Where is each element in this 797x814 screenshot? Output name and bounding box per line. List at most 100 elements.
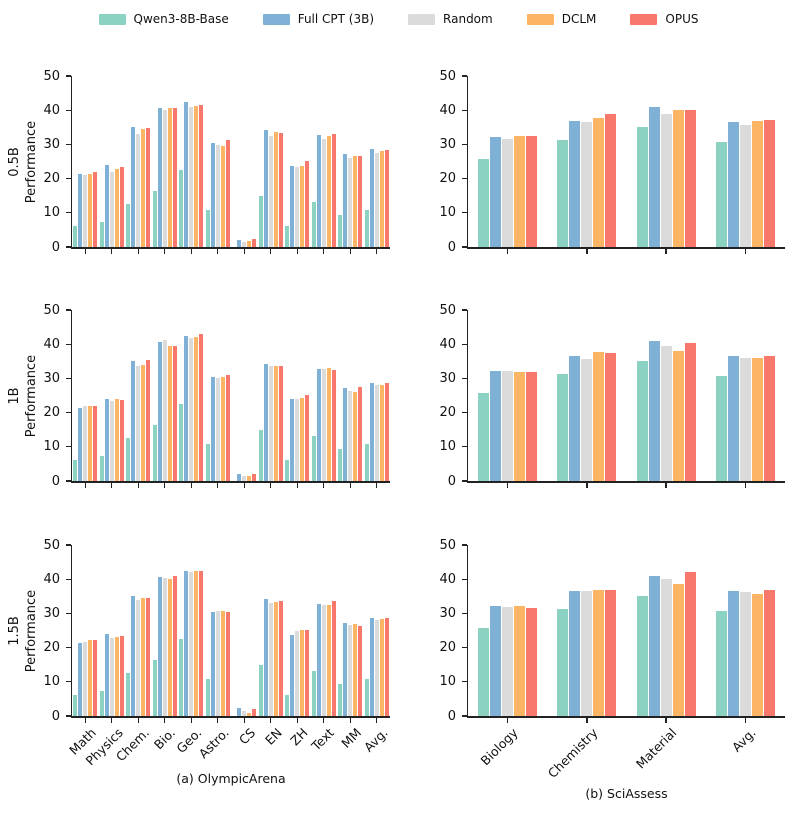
- x-tick-mark: [111, 482, 113, 488]
- bar-group-geo: [178, 76, 205, 247]
- bar: [478, 392, 490, 481]
- plot-area: [468, 545, 785, 716]
- x-axis-spine: [70, 716, 390, 718]
- bar: [215, 611, 220, 716]
- x-tick-mark: [665, 248, 667, 254]
- bar: [593, 351, 605, 481]
- bar: [131, 596, 136, 716]
- bar: [268, 602, 273, 716]
- bar: [321, 368, 326, 481]
- bar: [273, 366, 278, 481]
- y-tick-label: 40: [439, 102, 456, 118]
- x-tick-mark: [665, 482, 667, 488]
- plot-area: [468, 76, 785, 247]
- y-tick-mark: [65, 578, 71, 580]
- y-tick-mark: [461, 109, 467, 111]
- bar: [167, 346, 172, 481]
- bar-group-material: [627, 310, 706, 481]
- bar: [763, 589, 775, 716]
- x-tick-mark: [506, 482, 509, 488]
- y-tick-mark: [461, 75, 467, 77]
- bar: [184, 101, 189, 247]
- bar: [379, 619, 384, 716]
- x-tick-mark: [137, 248, 139, 254]
- bar: [157, 576, 162, 716]
- y-tick-mark: [65, 177, 71, 180]
- bar-group-physics: [99, 545, 126, 716]
- bar: [268, 135, 273, 247]
- x-tick-mark: [190, 717, 192, 723]
- legend-label: Random: [443, 12, 493, 26]
- bar: [290, 634, 295, 716]
- y-tick-mark: [65, 715, 71, 717]
- x-tick-mark: [84, 482, 86, 488]
- bar: [672, 351, 684, 481]
- bar: [278, 601, 283, 716]
- x-tick-mark: [111, 717, 113, 723]
- y-tick-label: 30: [439, 605, 456, 621]
- bar: [290, 399, 295, 481]
- bar: [338, 683, 343, 716]
- y-tick-mark: [461, 246, 467, 248]
- bar: [526, 136, 538, 247]
- bar: [331, 601, 336, 716]
- bar: [290, 165, 295, 247]
- bar: [179, 639, 184, 716]
- bar: [751, 357, 763, 481]
- y-tick-mark: [461, 143, 467, 146]
- legend-item-opus: OPUS: [630, 12, 698, 26]
- bar-group-avg: [706, 76, 785, 247]
- y-tick-mark: [65, 343, 71, 345]
- bar: [660, 578, 672, 716]
- bar-group-bio: [152, 310, 179, 481]
- bar: [684, 571, 696, 716]
- y-tick-label: 40: [439, 336, 456, 352]
- bar: [194, 337, 199, 481]
- bar: [581, 591, 593, 716]
- bar-group-biology: [468, 310, 547, 481]
- bar: [300, 398, 305, 481]
- bar: [146, 128, 151, 247]
- bar: [353, 391, 358, 481]
- bar: [364, 210, 369, 247]
- bar: [358, 386, 363, 481]
- bar: [258, 665, 263, 716]
- y-axis-spine: [70, 310, 72, 483]
- bar-group-astro: [205, 310, 232, 481]
- bar: [569, 121, 581, 247]
- bar: [300, 165, 305, 247]
- plot-area: [72, 545, 390, 716]
- bar: [205, 210, 210, 247]
- bar-group-biology: [468, 76, 547, 247]
- row-size-label: 0.5B: [7, 146, 23, 177]
- bar: [379, 150, 384, 247]
- bar: [152, 660, 157, 716]
- x-tick-mark: [376, 717, 378, 723]
- plot-area: [468, 310, 785, 481]
- bar: [215, 144, 220, 247]
- bar: [605, 353, 617, 481]
- bar: [162, 109, 167, 247]
- y-tick-label: 40: [43, 571, 60, 587]
- y-tick-label: 50: [439, 68, 456, 84]
- bar: [205, 444, 210, 481]
- y-tick-label: 30: [43, 605, 60, 621]
- bar: [220, 377, 225, 481]
- x-tick-label: Bio.: [151, 725, 179, 753]
- bar: [338, 214, 343, 247]
- bar: [136, 599, 141, 716]
- x-tick-label: Astro.: [195, 725, 232, 762]
- x-axis-spine: [466, 247, 785, 249]
- bar: [364, 679, 369, 716]
- bar: [104, 164, 109, 247]
- bar: [285, 459, 290, 481]
- y-tick-label: 0: [447, 239, 456, 255]
- bar: [295, 631, 300, 716]
- bar: [526, 372, 538, 481]
- x-tick-mark: [323, 248, 325, 254]
- y-tick-mark: [65, 646, 71, 649]
- bar: [136, 366, 141, 481]
- bar: [242, 241, 247, 247]
- bar: [636, 596, 648, 716]
- bar: [285, 694, 290, 716]
